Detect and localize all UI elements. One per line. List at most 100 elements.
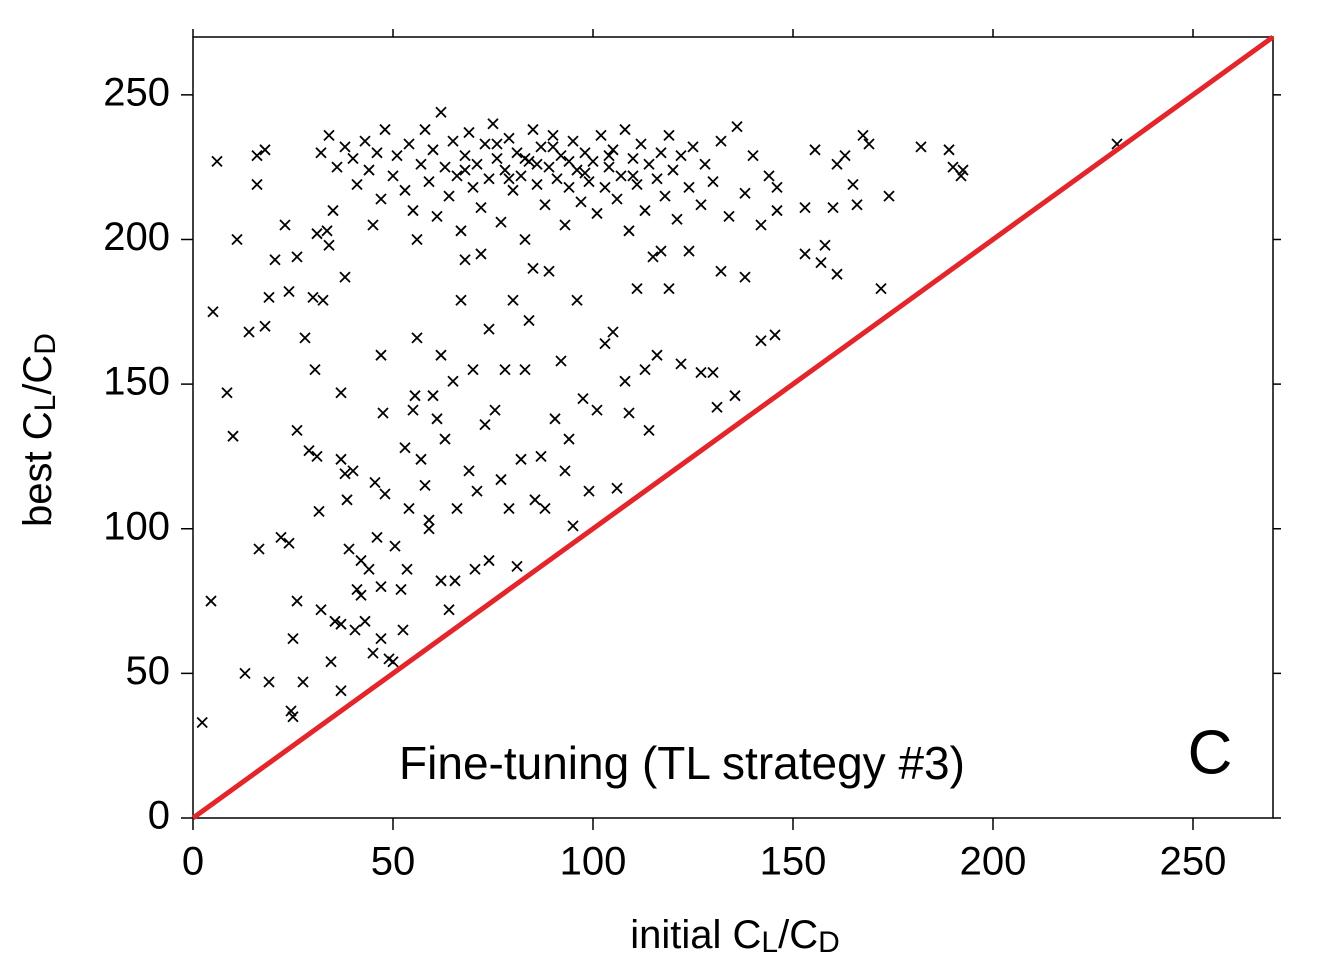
point <box>667 164 679 176</box>
point <box>327 204 339 217</box>
point <box>399 442 411 454</box>
y-tick-label: 250 <box>103 70 170 114</box>
point <box>375 633 387 645</box>
point <box>411 332 423 344</box>
point <box>739 187 751 199</box>
point <box>511 147 523 159</box>
point <box>595 129 607 141</box>
point <box>196 716 208 729</box>
point <box>263 291 275 303</box>
panel-letter: C <box>1188 718 1233 787</box>
point <box>347 152 359 165</box>
point <box>611 482 623 494</box>
point <box>827 202 839 214</box>
point <box>591 207 603 220</box>
point <box>819 239 831 251</box>
point <box>763 170 775 182</box>
point <box>287 633 299 645</box>
point <box>599 181 611 194</box>
point <box>809 144 821 156</box>
point <box>415 453 427 465</box>
point <box>699 158 711 170</box>
point <box>531 158 543 170</box>
point <box>379 488 391 500</box>
point <box>627 170 639 182</box>
point <box>401 563 413 575</box>
point <box>239 667 251 680</box>
point <box>583 175 595 188</box>
point <box>411 233 423 246</box>
point <box>647 251 659 263</box>
point <box>403 138 415 150</box>
point <box>459 149 471 162</box>
point <box>503 132 515 144</box>
point <box>407 204 419 217</box>
point <box>599 337 611 350</box>
point <box>291 595 303 607</box>
point <box>297 676 309 688</box>
point <box>857 129 869 141</box>
point <box>443 190 455 202</box>
point <box>291 251 303 263</box>
point <box>611 193 623 205</box>
point <box>423 523 435 535</box>
point <box>471 485 483 497</box>
x-tick-label: 200 <box>960 840 1027 884</box>
point <box>535 141 547 153</box>
point <box>549 413 561 425</box>
point <box>635 138 647 150</box>
label-subscript: D <box>29 333 62 355</box>
point <box>715 265 727 277</box>
point <box>489 404 501 416</box>
point <box>519 233 531 246</box>
point <box>623 225 635 237</box>
point <box>331 161 343 173</box>
point <box>571 164 583 176</box>
point <box>275 531 287 544</box>
point <box>839 149 851 162</box>
point <box>363 563 375 575</box>
point <box>603 161 615 173</box>
point <box>279 219 291 231</box>
x-tick-label: 250 <box>1160 840 1227 884</box>
label-subscript: D <box>818 926 840 959</box>
point <box>539 502 551 515</box>
point <box>503 502 515 515</box>
point <box>309 364 321 376</box>
point <box>387 170 399 182</box>
point <box>487 118 499 130</box>
point <box>943 144 955 156</box>
point <box>323 239 335 251</box>
point <box>455 294 467 306</box>
point <box>683 181 695 194</box>
point <box>409 390 421 402</box>
point <box>675 149 687 162</box>
point <box>349 624 361 636</box>
point <box>707 366 719 379</box>
point <box>317 294 329 306</box>
point <box>651 349 663 361</box>
point <box>591 404 603 416</box>
label-text: /C <box>16 355 60 395</box>
point <box>311 228 323 240</box>
point <box>883 190 895 202</box>
label-subscript: L <box>29 395 62 412</box>
point <box>771 181 783 194</box>
point <box>531 178 543 191</box>
y-tick-label: 100 <box>103 504 170 548</box>
point <box>403 502 415 515</box>
point <box>407 404 419 416</box>
point <box>211 155 223 168</box>
point <box>499 364 511 376</box>
point <box>639 364 651 376</box>
point <box>467 364 479 376</box>
point <box>747 149 759 162</box>
point <box>205 595 217 607</box>
point <box>423 175 435 188</box>
point <box>555 149 567 162</box>
point <box>467 181 479 194</box>
point <box>507 184 519 196</box>
point <box>479 138 491 150</box>
point <box>475 248 487 260</box>
point <box>631 283 643 295</box>
